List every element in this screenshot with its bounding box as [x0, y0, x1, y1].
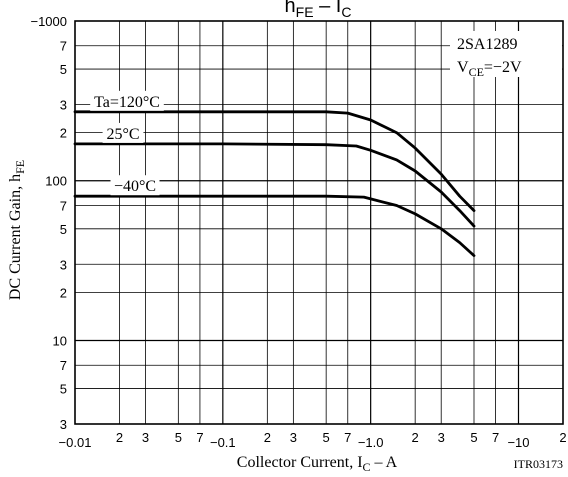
x-tick-label: 2 [116, 430, 123, 445]
y-tick-label: 100 [45, 174, 67, 189]
x-tick-labels: −0.01 2 3 5 7 −0.1 2 3 5 7 −1.0 2 3 5 7 −10 2 [59, 430, 567, 450]
title-var-sub: C [341, 4, 351, 20]
x-tick-label: 2 [412, 430, 419, 445]
x-tick-label: 2 [264, 430, 271, 445]
x-tick-label: 3 [142, 430, 149, 445]
x-axis-label: Collector Current, IC – A [237, 454, 398, 474]
annotation-part: 2SA1289 [457, 36, 517, 53]
series-label-3: −40°C [114, 178, 156, 195]
annotation-condition: VCE=−2V [457, 59, 522, 79]
series-lines [73, 110, 476, 257]
series-label-1: Ta=120°C [94, 94, 160, 111]
y-tick-label: 3 [60, 98, 67, 113]
x-tick-label: −0.1 [210, 435, 236, 450]
x-tick-label: 7 [492, 430, 499, 445]
y-tick-label: 2 [60, 285, 67, 300]
title-var: I [336, 0, 342, 17]
series-labels: Ta=120°C 25°C −40°C [90, 90, 164, 196]
series-label-bg [110, 175, 160, 196]
series-label-2: 25°C [106, 126, 139, 143]
series-label-bg [102, 122, 144, 143]
chart-title: hFE – IC [285, 0, 352, 20]
x-tick-label: 7 [196, 430, 203, 445]
title-main: h [285, 0, 296, 17]
x-tick-label: −10 [507, 435, 529, 450]
plot-frame [74, 20, 564, 425]
grid [75, 21, 563, 424]
y-tick-label: 5 [60, 62, 67, 77]
title-sep: – [314, 0, 336, 17]
y-tick-labels: −1000 7 5 3 2 100 7 5 3 2 10 7 5 3 [30, 14, 67, 432]
x-tick-label: 5 [175, 430, 182, 445]
y-tick-label: 7 [60, 198, 67, 213]
y-tick-label: −1000 [30, 14, 67, 29]
x-tick-label: 3 [438, 430, 445, 445]
y-tick-label: 5 [60, 222, 67, 237]
y-tick-label: 2 [60, 126, 67, 141]
annotation-bg [450, 31, 562, 77]
figure-code: ITR03173 [514, 457, 563, 471]
x-tick-label: −0.01 [59, 435, 92, 450]
series-line-2 [73, 142, 476, 228]
y-tick-label: 10 [53, 333, 67, 348]
annotation: 2SA1289 VCE=−2V [450, 31, 562, 79]
title-main-sub: FE [296, 4, 314, 20]
y-tick-label: 3 [60, 417, 67, 432]
y-tick-label: 3 [60, 257, 67, 272]
x-tick-label: 5 [470, 430, 477, 445]
x-tick-label: 5 [323, 430, 330, 445]
y-tick-label: 5 [60, 382, 67, 397]
series-line-1 [73, 110, 476, 212]
x-tick-label: 3 [290, 430, 297, 445]
x-tick-label: −1.0 [358, 435, 384, 450]
y-tick-label: 7 [60, 39, 67, 54]
y-axis-label: DC Current Gain, hFE [7, 160, 27, 300]
x-tick-label: 7 [344, 430, 351, 445]
y-tick-label: 7 [60, 358, 67, 373]
series-line-3 [73, 194, 476, 257]
x-tick-label: 2 [559, 430, 566, 445]
series-label-bg [90, 90, 164, 111]
